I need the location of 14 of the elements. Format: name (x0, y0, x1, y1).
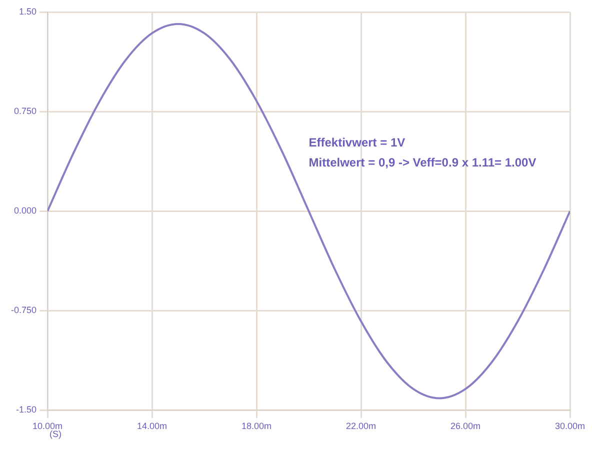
x-axis-title: (S) (50, 429, 62, 440)
x-tick-label: 30.00m (554, 421, 586, 432)
annotation: Effektivwert = 1V (308, 136, 406, 150)
y-tick-label: 0.750 (14, 106, 37, 116)
y-tick-label: -0.750 (10, 305, 37, 316)
x-tick-label: 10.00m (32, 421, 63, 432)
y-tick-label: -1.50 (16, 404, 37, 415)
y-tick-label: 0.000 (14, 206, 37, 216)
annotation: Mittelwert = 0,9 -> Veff=0.9 x 1.11= 1.00V (308, 156, 536, 170)
x-tick-label: 14.00m (137, 421, 168, 432)
x-tick-label: 26.00m (450, 421, 481, 432)
x-tick-label: 22.00m (346, 421, 376, 432)
y-tick-label: 1.50 (18, 6, 37, 16)
x-tick-label: 18.00m (241, 421, 272, 432)
